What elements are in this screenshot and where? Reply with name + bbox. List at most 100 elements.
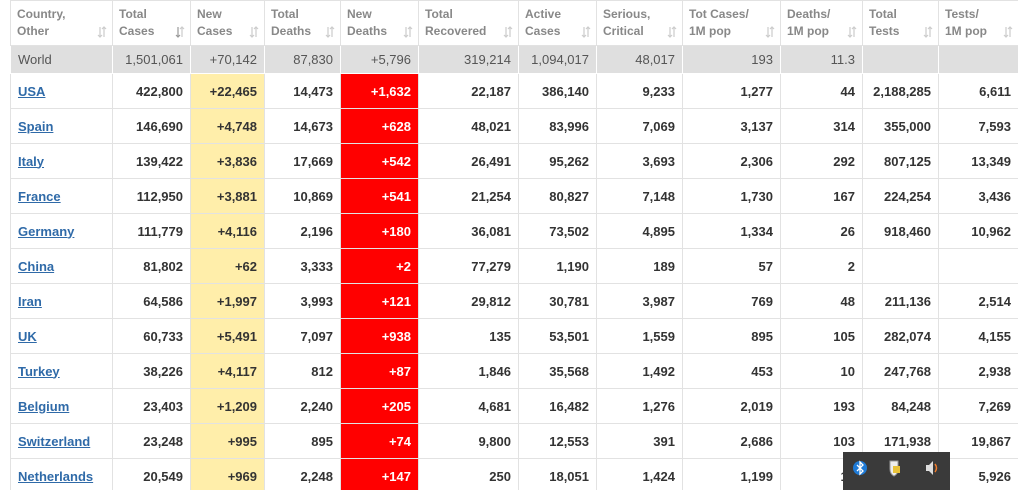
- cell: 224,254: [862, 178, 939, 214]
- country-link[interactable]: France: [18, 188, 61, 204]
- country-link[interactable]: Germany: [18, 223, 75, 239]
- country-link[interactable]: Switzerland: [18, 433, 91, 449]
- cell: 2,196: [264, 213, 341, 249]
- column-header[interactable]: Total Recovered: [418, 0, 519, 46]
- volume-icon[interactable]: [926, 461, 933, 475]
- country-link[interactable]: Netherlands: [18, 468, 94, 484]
- header-row: Country, Other Total Cases New Cases Total …: [10, 0, 1018, 46]
- country-row: USA 422,800 +22,465 14,473 +1,632 22,187 386,1…: [10, 73, 1018, 109]
- cell: +2: [340, 248, 419, 284]
- country-link[interactable]: UK: [18, 328, 37, 344]
- cell: +87: [340, 353, 419, 389]
- cell: 19,867: [938, 423, 1018, 459]
- cell: 895: [264, 423, 341, 459]
- cell: +995: [190, 423, 265, 459]
- sort-icon[interactable]: [581, 26, 591, 38]
- sort-icon[interactable]: [97, 26, 107, 38]
- cell: 80,827: [518, 178, 597, 214]
- cell: 35,568: [518, 353, 597, 389]
- header-text: Tests/ 1M pop: [945, 7, 987, 38]
- cell: 167: [780, 178, 863, 214]
- sort-icon[interactable]: [325, 26, 335, 38]
- sort-icon[interactable]: [1003, 26, 1013, 38]
- cell: 29,812: [418, 283, 519, 319]
- world-row: World 1,501,061 +70,142 87,830 +5,796 319,214…: [10, 45, 1018, 74]
- cell: 3,333: [264, 248, 341, 284]
- sort-icon[interactable]: [923, 26, 933, 38]
- cell: +4,748: [190, 108, 265, 144]
- cell: 11.3: [780, 45, 863, 74]
- header-text: Tot Cases/ 1M pop: [689, 7, 749, 38]
- cell: 247,768: [862, 353, 939, 389]
- header-text: Country, Other: [17, 7, 66, 38]
- sort-icon[interactable]: [249, 26, 259, 38]
- country-link[interactable]: Spain: [18, 118, 54, 134]
- country-link[interactable]: China: [18, 258, 55, 274]
- column-header[interactable]: Tot Cases/ 1M pop: [682, 0, 781, 46]
- cell: 84,248: [862, 388, 939, 424]
- cell: World: [10, 45, 113, 74]
- cell: 10,962: [938, 213, 1018, 249]
- cell: +628: [340, 108, 419, 144]
- cell: +4,116: [190, 213, 265, 249]
- sort-icon[interactable]: [847, 26, 857, 38]
- cell: 812: [264, 353, 341, 389]
- country-link[interactable]: Turkey: [18, 363, 60, 379]
- cell: 1,199: [682, 458, 781, 490]
- cell: 83,996: [518, 108, 597, 144]
- cell: 20,549: [112, 458, 191, 490]
- cell: 1,559: [596, 318, 683, 354]
- column-header[interactable]: Tests/ 1M pop: [938, 0, 1018, 46]
- cell: UK: [10, 318, 113, 354]
- country-row: Italy 139,422 +3,836 17,669 +542 26,491 95,262…: [10, 143, 1018, 179]
- cell: 391: [596, 423, 683, 459]
- header-text: Total Recovered: [425, 7, 487, 38]
- cell: 4,155: [938, 318, 1018, 354]
- cell: 1,846: [418, 353, 519, 389]
- cell: 2,019: [682, 388, 781, 424]
- column-header[interactable]: Serious, Critical: [596, 0, 683, 46]
- sort-icon[interactable]: [667, 26, 677, 38]
- country-link[interactable]: Italy: [18, 153, 45, 169]
- column-header[interactable]: Total Cases: [112, 0, 191, 46]
- column-header[interactable]: Active Cases: [518, 0, 597, 46]
- sort-icon[interactable]: [175, 26, 185, 38]
- header-text: Total Deaths: [271, 7, 312, 38]
- column-header[interactable]: Total Deaths: [264, 0, 341, 46]
- cell: 60,733: [112, 318, 191, 354]
- sort-icon[interactable]: [503, 26, 513, 38]
- column-header[interactable]: Deaths/ 1M pop: [780, 0, 863, 46]
- cell: +205: [340, 388, 419, 424]
- cell: 6,611: [938, 73, 1018, 109]
- cell: 9,800: [418, 423, 519, 459]
- cell: 2,306: [682, 143, 781, 179]
- country-link[interactable]: USA: [18, 83, 46, 99]
- sort-icon[interactable]: [403, 26, 413, 38]
- cell: 319,214: [418, 45, 519, 74]
- cell: 7,269: [938, 388, 1018, 424]
- cell: 292: [780, 143, 863, 179]
- cell: 26: [780, 213, 863, 249]
- cell: 48: [780, 283, 863, 319]
- cell: +1,209: [190, 388, 265, 424]
- country-link[interactable]: Iran: [18, 293, 42, 309]
- country-link[interactable]: Belgium: [18, 398, 70, 414]
- cell: 3,436: [938, 178, 1018, 214]
- country-row: Iran 64,586 +1,997 3,993 +121 29,812 30,781 3,9…: [10, 283, 1018, 319]
- cell: 2,240: [264, 388, 341, 424]
- cell: Germany: [10, 213, 113, 249]
- cell: 1,492: [596, 353, 683, 389]
- sort-icon[interactable]: [765, 26, 775, 38]
- cell: 95,262: [518, 143, 597, 179]
- cell: +70,142: [190, 45, 265, 74]
- cell: 2,188,285: [862, 73, 939, 109]
- cell: 10: [780, 353, 863, 389]
- column-header[interactable]: Total Tests: [862, 0, 939, 46]
- header-text: Active Cases: [525, 7, 562, 38]
- column-header[interactable]: Country, Other: [10, 0, 113, 46]
- cell: 9,233: [596, 73, 683, 109]
- cell: Switzerland: [10, 423, 113, 459]
- column-header[interactable]: New Deaths: [340, 0, 419, 46]
- cell: 16,482: [518, 388, 597, 424]
- column-header[interactable]: New Cases: [190, 0, 265, 46]
